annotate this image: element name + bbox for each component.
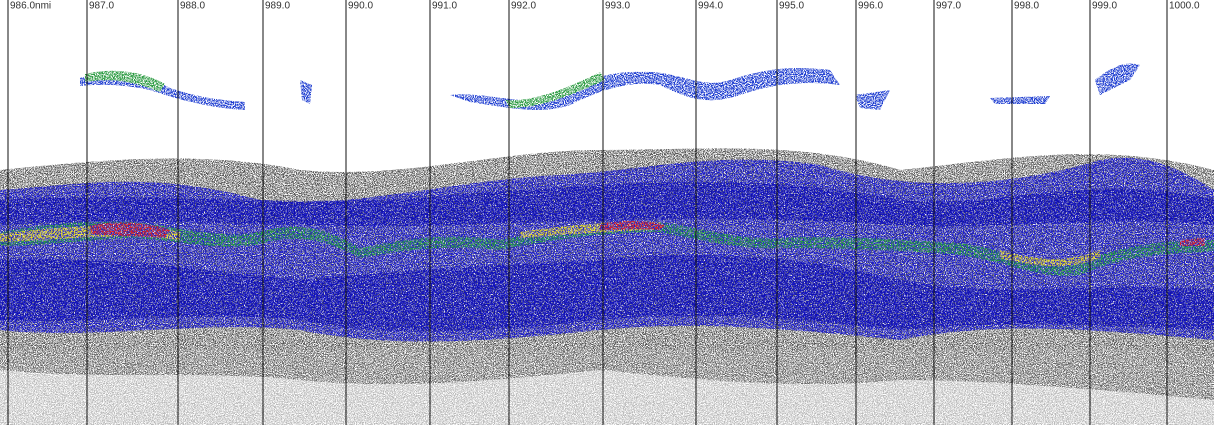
echo-sparse-bottom bbox=[0, 350, 1214, 425]
marker-label: 990.0 bbox=[348, 0, 373, 11]
marker-label-bg bbox=[1168, 0, 1202, 12]
marker-label: 999.0 bbox=[1092, 0, 1117, 11]
marker-label-bg bbox=[604, 0, 632, 12]
marker-label-bg bbox=[935, 0, 963, 12]
marker-label: 997.0 bbox=[936, 0, 961, 11]
echo-blue-dense bbox=[0, 182, 1214, 332]
marker-label: 991.0 bbox=[432, 0, 457, 11]
marker-label-bg bbox=[431, 0, 459, 12]
marker-label-bg bbox=[857, 0, 885, 12]
marker-label-bg bbox=[1013, 0, 1041, 12]
marker-label: 996.0 bbox=[858, 0, 883, 11]
marker-label-bg bbox=[9, 0, 53, 12]
marker-label-bg bbox=[510, 0, 538, 12]
marker-label: 992.0 bbox=[511, 0, 536, 11]
marker-label: 989.0 bbox=[265, 0, 290, 11]
marker-label-bg bbox=[697, 0, 725, 12]
marker-label: 993.0 bbox=[605, 0, 630, 11]
marker-label: 995.0 bbox=[779, 0, 804, 11]
echo-strong-layer bbox=[0, 221, 1214, 276]
marker-label-bg bbox=[88, 0, 116, 12]
echo-upper-layer bbox=[80, 63, 1140, 111]
marker-label-bg bbox=[264, 0, 292, 12]
marker-label: 998.0 bbox=[1014, 0, 1039, 11]
marker-label-bg bbox=[1091, 0, 1119, 12]
marker-label: 988.0 bbox=[180, 0, 205, 11]
marker-label-bg bbox=[347, 0, 375, 12]
marker-label-bg bbox=[179, 0, 207, 12]
marker-label: 1000.0 bbox=[1169, 0, 1200, 11]
marker-label-bg bbox=[778, 0, 806, 12]
marker-label: 994.0 bbox=[698, 0, 723, 11]
distance-markers: 986.0nmi 987.0 988.0 989.0 990.0 991.0 992.0 99… bbox=[7, 0, 1202, 425]
marker-label: 986.0nmi bbox=[10, 0, 51, 11]
marker-label: 987.0 bbox=[89, 0, 114, 11]
